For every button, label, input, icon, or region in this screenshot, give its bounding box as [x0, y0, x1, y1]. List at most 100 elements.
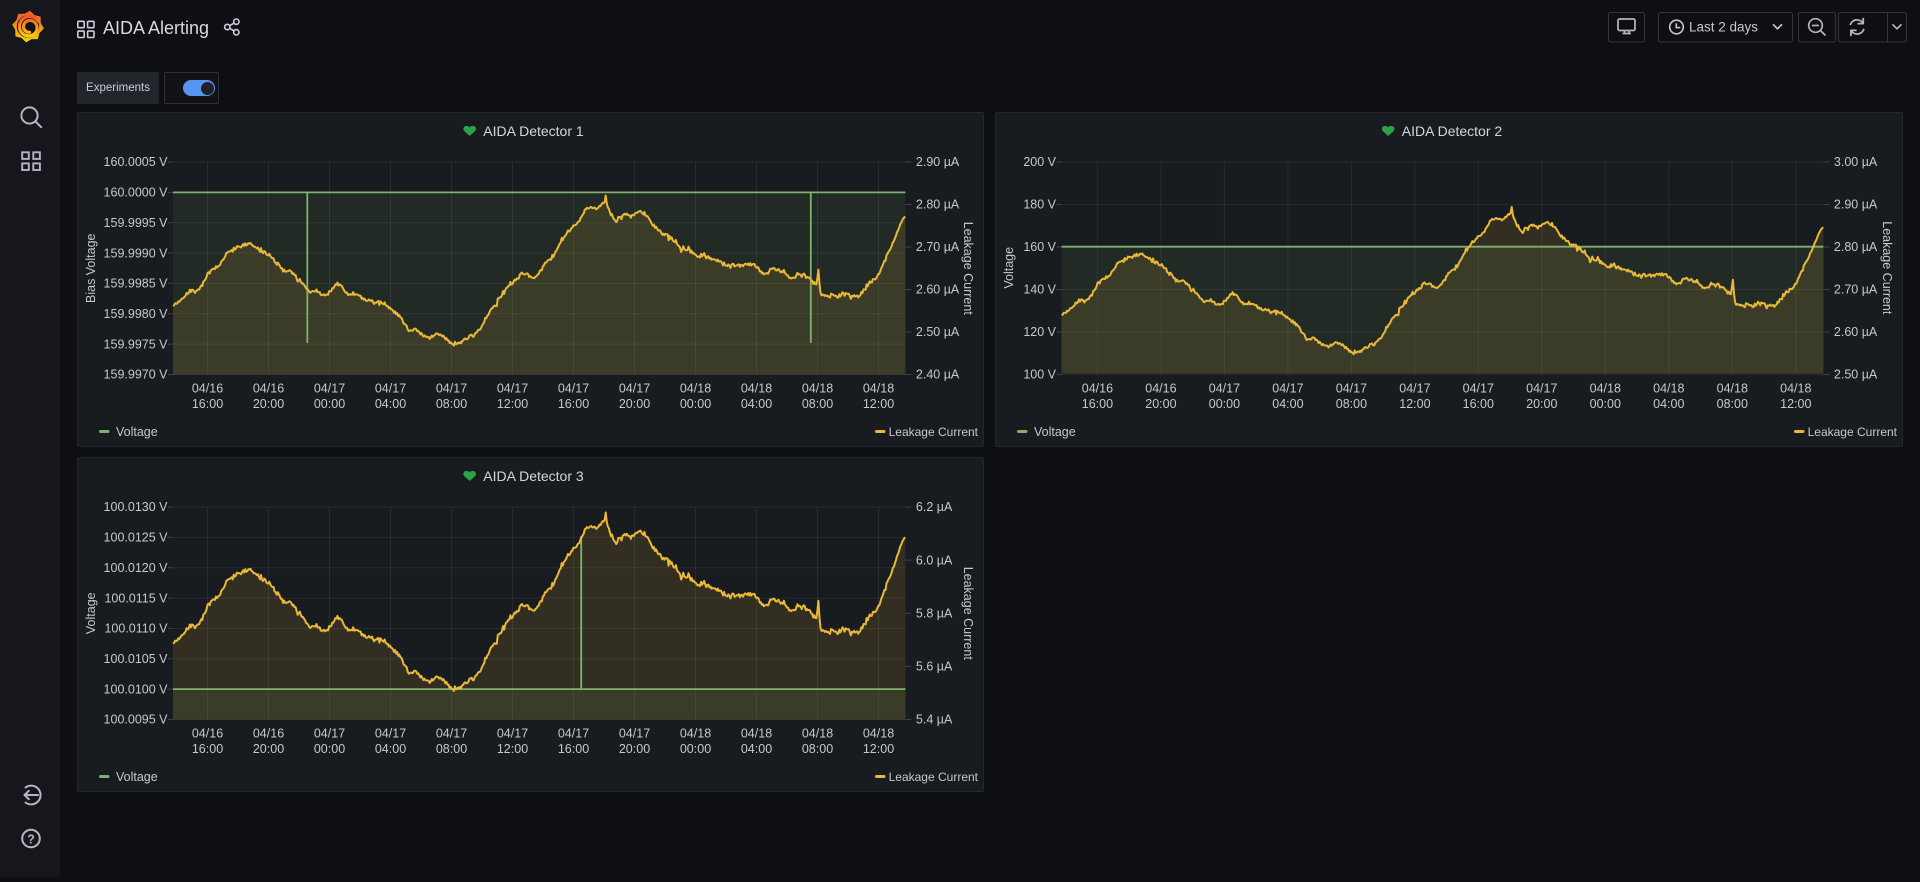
svg-text:100.0110 V: 100.0110 V	[104, 622, 168, 636]
svg-text:2.60 µA: 2.60 µA	[916, 283, 960, 297]
svg-text:2.80 µA: 2.80 µA	[1834, 240, 1878, 254]
svg-text:Last 2 days: Last 2 days	[1689, 20, 1758, 35]
svg-text:04:00: 04:00	[741, 397, 772, 411]
svg-text:00:00: 00:00	[314, 742, 345, 756]
svg-text:04/18: 04/18	[680, 382, 711, 396]
svg-text:04/18: 04/18	[1653, 382, 1684, 396]
svg-text:6.0 µA: 6.0 µA	[916, 553, 953, 567]
svg-text:160 V: 160 V	[1023, 240, 1056, 254]
svg-text:Leakage Current: Leakage Current	[889, 425, 979, 439]
svg-text:04/18: 04/18	[863, 382, 894, 396]
svg-text:04/17: 04/17	[1272, 382, 1303, 396]
svg-text:00:00: 00:00	[1590, 397, 1621, 411]
svg-text:16:00: 16:00	[558, 742, 589, 756]
svg-text:100.0120 V: 100.0120 V	[104, 561, 169, 575]
svg-text:04/17: 04/17	[497, 727, 528, 741]
svg-text:5.8 µA: 5.8 µA	[916, 607, 953, 621]
svg-text:Voltage: Voltage	[1034, 425, 1076, 439]
svg-text:04/17: 04/17	[375, 727, 406, 741]
svg-text:3.00 µA: 3.00 µA	[1834, 155, 1878, 169]
svg-text:08:00: 08:00	[1336, 397, 1367, 411]
svg-text:04/17: 04/17	[558, 382, 589, 396]
svg-text:04/17: 04/17	[619, 727, 650, 741]
svg-text:04/17: 04/17	[1463, 382, 1494, 396]
svg-text:Voltage: Voltage	[84, 592, 98, 634]
svg-text:04/17: 04/17	[436, 727, 467, 741]
svg-text:6.2 µA: 6.2 µA	[916, 500, 953, 514]
svg-text:20:00: 20:00	[619, 397, 650, 411]
svg-text:00:00: 00:00	[680, 397, 711, 411]
svg-text:159.9975 V: 159.9975 V	[104, 337, 169, 351]
svg-text:120 V: 120 V	[1023, 325, 1056, 339]
svg-text:2.70 µA: 2.70 µA	[1834, 283, 1878, 297]
svg-text:20:00: 20:00	[1526, 397, 1557, 411]
svg-text:08:00: 08:00	[802, 742, 833, 756]
svg-text:04/18: 04/18	[741, 382, 772, 396]
svg-text:04/17: 04/17	[1399, 382, 1430, 396]
svg-text:00:00: 00:00	[314, 397, 345, 411]
svg-text:08:00: 08:00	[436, 742, 467, 756]
svg-text:2.90 µA: 2.90 µA	[1834, 198, 1878, 212]
svg-text:AIDA Detector 2: AIDA Detector 2	[1402, 123, 1503, 139]
svg-text:159.9990 V: 159.9990 V	[104, 246, 169, 260]
svg-text:00:00: 00:00	[680, 742, 711, 756]
svg-text:Voltage: Voltage	[1002, 247, 1016, 289]
svg-text:12:00: 12:00	[497, 742, 528, 756]
svg-text:159.9985 V: 159.9985 V	[104, 277, 169, 291]
svg-text:Leakage Current: Leakage Current	[961, 567, 975, 661]
svg-text:160.0005 V: 160.0005 V	[104, 155, 169, 169]
svg-text:Voltage: Voltage	[116, 770, 158, 784]
svg-text:2.40 µA: 2.40 µA	[916, 368, 960, 382]
svg-text:100.0095 V: 100.0095 V	[104, 713, 169, 727]
svg-text:08:00: 08:00	[802, 397, 833, 411]
svg-text:2.90 µA: 2.90 µA	[916, 155, 960, 169]
svg-text:04/17: 04/17	[375, 382, 406, 396]
svg-text:04/18: 04/18	[802, 382, 833, 396]
svg-text:04/16: 04/16	[253, 727, 284, 741]
svg-text:Leakage Current: Leakage Current	[961, 222, 975, 316]
svg-text:04:00: 04:00	[375, 742, 406, 756]
svg-text:20:00: 20:00	[619, 742, 650, 756]
svg-text:100.0105 V: 100.0105 V	[104, 652, 169, 666]
svg-text:04/16: 04/16	[253, 382, 284, 396]
svg-text:5.4 µA: 5.4 µA	[916, 713, 953, 727]
svg-text:2.50 µA: 2.50 µA	[916, 325, 960, 339]
svg-text:2.50 µA: 2.50 µA	[1834, 368, 1878, 382]
svg-text:AIDA Detector 1: AIDA Detector 1	[483, 123, 584, 139]
svg-text:04/16: 04/16	[1082, 382, 1113, 396]
svg-text:159.9980 V: 159.9980 V	[104, 307, 169, 321]
svg-text:140 V: 140 V	[1023, 283, 1056, 297]
svg-text:159.9995 V: 159.9995 V	[104, 216, 169, 230]
svg-text:100.0100 V: 100.0100 V	[104, 682, 169, 696]
svg-text:AIDA Detector 3: AIDA Detector 3	[483, 468, 584, 484]
svg-text:04/17: 04/17	[436, 382, 467, 396]
svg-text:12:00: 12:00	[497, 397, 528, 411]
svg-text:04/17: 04/17	[1336, 382, 1367, 396]
svg-text:Leakage Current: Leakage Current	[1880, 221, 1894, 315]
svg-text:04/18: 04/18	[1717, 382, 1748, 396]
svg-text:2.60 µA: 2.60 µA	[1834, 325, 1878, 339]
svg-text:?: ?	[27, 832, 35, 846]
svg-text:100.0130 V: 100.0130 V	[104, 500, 169, 514]
svg-text:04/17: 04/17	[1209, 382, 1240, 396]
svg-text:16:00: 16:00	[1463, 397, 1494, 411]
svg-text:00:00: 00:00	[1209, 397, 1240, 411]
svg-text:08:00: 08:00	[1717, 397, 1748, 411]
svg-text:159.9970 V: 159.9970 V	[104, 368, 169, 382]
svg-text:08:00: 08:00	[436, 397, 467, 411]
svg-text:16:00: 16:00	[558, 397, 589, 411]
svg-text:04/18: 04/18	[680, 727, 711, 741]
svg-text:Voltage: Voltage	[116, 425, 158, 439]
svg-text:Leakage Current: Leakage Current	[889, 770, 979, 784]
svg-text:04/18: 04/18	[1780, 382, 1811, 396]
svg-text:12:00: 12:00	[863, 742, 894, 756]
svg-text:2.70 µA: 2.70 µA	[916, 240, 960, 254]
svg-text:20:00: 20:00	[253, 397, 284, 411]
svg-text:160.0000 V: 160.0000 V	[104, 186, 169, 200]
svg-text:20:00: 20:00	[1145, 397, 1176, 411]
svg-text:04/17: 04/17	[1526, 382, 1557, 396]
svg-text:12:00: 12:00	[863, 397, 894, 411]
svg-text:16:00: 16:00	[192, 397, 223, 411]
svg-text:100.0115 V: 100.0115 V	[104, 591, 168, 605]
svg-text:AIDA Alerting: AIDA Alerting	[103, 18, 209, 38]
